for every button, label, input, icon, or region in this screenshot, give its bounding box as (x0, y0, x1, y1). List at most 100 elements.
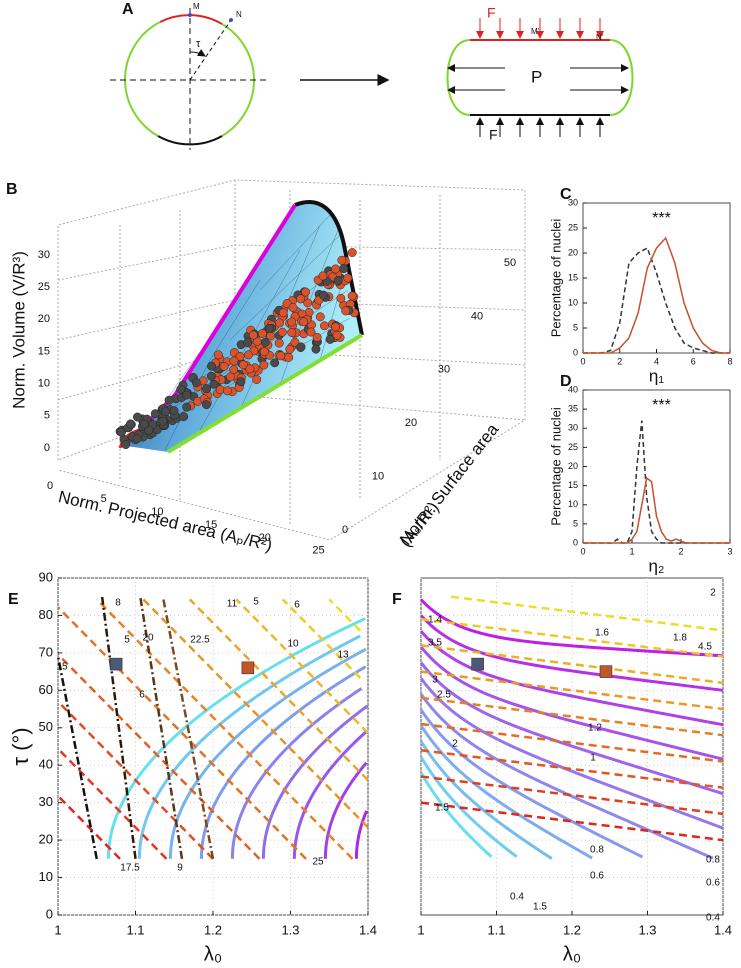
x-tick-label: 4 (654, 356, 659, 366)
y-tick-label: 20 (568, 247, 578, 257)
contour (419, 630, 724, 727)
contour-label: 0.8 (706, 855, 720, 866)
point (336, 293, 346, 303)
arc (123, 21, 161, 81)
contour-label: 0.4 (706, 913, 720, 924)
y-tick-label: 10 (39, 869, 53, 884)
point (264, 323, 274, 333)
y-tick-label: 5 (573, 322, 578, 332)
point (276, 351, 286, 361)
point (188, 13, 192, 17)
point (341, 306, 351, 316)
contour (420, 696, 724, 737)
panel-b: B Norm. Volume (V/R³) Norm. Projected ar… (6, 179, 526, 557)
point (169, 406, 179, 416)
z-tick-label: 20 (38, 313, 50, 325)
contour (161, 596, 215, 860)
point (144, 425, 154, 435)
point (331, 264, 341, 274)
point (278, 308, 288, 318)
contour-label: 2 (452, 739, 458, 750)
y-tick-label: 60 (39, 682, 53, 697)
contour (235, 598, 369, 734)
point (235, 352, 245, 361)
plot-area (582, 202, 731, 354)
point (202, 384, 212, 394)
y-tick-label: 30 (438, 364, 450, 376)
point (257, 329, 267, 338)
point (121, 440, 131, 450)
contour-label: 8 (115, 598, 121, 609)
point (299, 317, 309, 327)
point (259, 360, 269, 370)
contour-label: 11 (227, 599, 238, 610)
point (332, 330, 342, 340)
x-tick-label: 20 (259, 532, 271, 544)
point (213, 350, 223, 360)
y-tick-label: 0 (573, 537, 578, 547)
point (191, 378, 201, 388)
point (270, 358, 280, 368)
point (132, 412, 142, 422)
y-axis-title: τ (°) (8, 727, 33, 765)
y-tick-label: 80 (39, 607, 53, 622)
x-tick-label: 6 (691, 356, 696, 366)
contour-label: 15 (56, 662, 68, 673)
contour-label: 1 (590, 753, 596, 764)
edge-curve (166, 333, 364, 454)
contour (419, 756, 518, 858)
point (347, 248, 357, 258)
radius (189, 19, 232, 81)
label: N' (596, 33, 604, 42)
contour (419, 708, 644, 859)
point (287, 328, 297, 338)
contour (57, 795, 121, 860)
y-tick-label: 25 (568, 222, 578, 232)
y-tick-label: 0 (46, 906, 53, 921)
contour-label: 13 (337, 650, 349, 661)
x-tick-label: 1.4 (714, 922, 732, 937)
axis-title: Norm. Volume (V/R³) (9, 251, 28, 409)
point (201, 400, 211, 410)
y-tick-label: 20 (39, 832, 53, 847)
contour (419, 598, 724, 658)
x-tick-label: 2 (617, 356, 622, 366)
contour-label: 0.8 (590, 845, 604, 856)
point (229, 356, 239, 366)
x-tick-label: 1.1 (487, 922, 505, 937)
contour (419, 740, 553, 860)
point (312, 332, 322, 342)
point (182, 390, 192, 400)
contour (419, 677, 724, 830)
x-tick-label: 1 (629, 546, 634, 556)
y-axis-title: Percentage of nuclei (548, 407, 563, 526)
point (248, 330, 258, 340)
contour (323, 761, 368, 859)
point (296, 294, 306, 304)
arc (124, 79, 159, 137)
x-tick-label: 1.1 (126, 922, 144, 937)
x-tick-label: 1.2 (563, 922, 581, 937)
contour (354, 810, 369, 859)
point (287, 317, 297, 327)
y-tick-label: 40 (471, 310, 483, 322)
arc (157, 135, 223, 146)
contour (420, 617, 724, 658)
contour (420, 749, 724, 789)
point (161, 407, 171, 417)
contour (281, 598, 362, 679)
contour (57, 700, 214, 860)
y-tick-label: 25 (568, 442, 578, 452)
contour (142, 598, 369, 829)
y-tick-label: 0 (342, 524, 348, 536)
contour-label: 1.5 (533, 902, 547, 913)
z-tick-label: 10 (38, 378, 50, 390)
contour-lines (419, 595, 724, 860)
contour (57, 606, 307, 860)
y-axis-title: Percentage of nuclei (548, 219, 563, 338)
contour-label: 6 (294, 600, 300, 611)
point (318, 271, 328, 281)
y-tick-label: 40 (568, 384, 578, 394)
point (290, 337, 300, 347)
